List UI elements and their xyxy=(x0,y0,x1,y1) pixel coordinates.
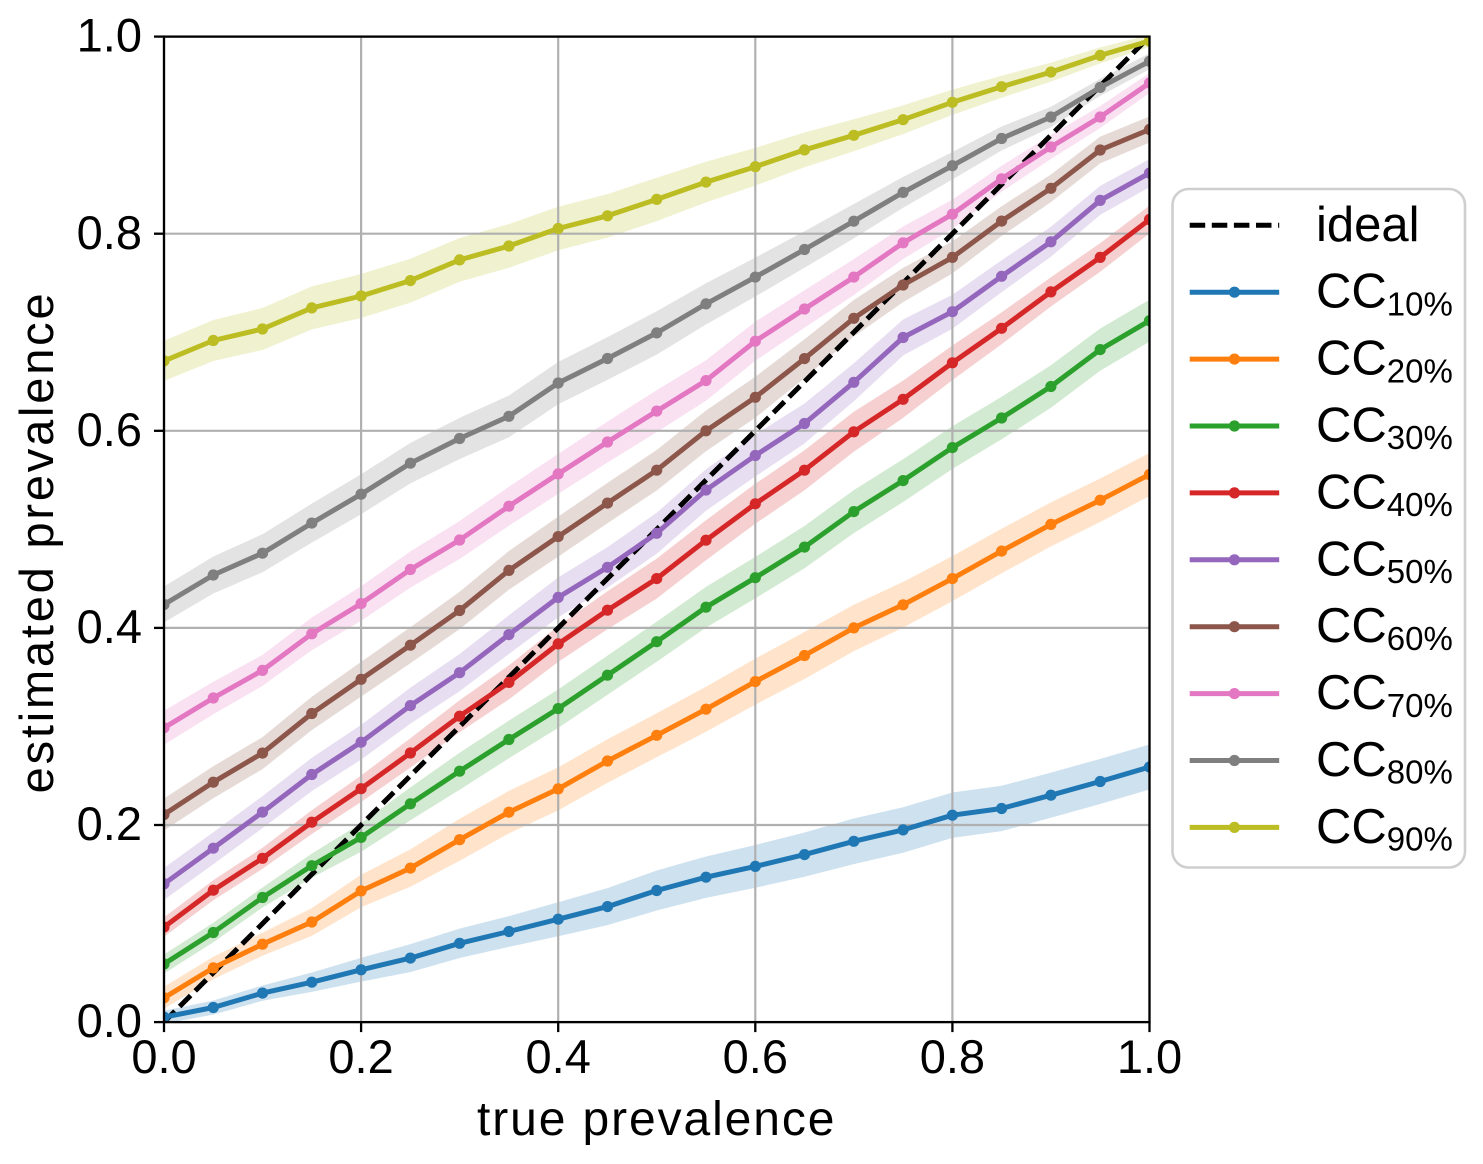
svg-text:0.2: 0.2 xyxy=(77,797,142,850)
svg-text:0.4: 0.4 xyxy=(77,600,142,653)
svg-text:0.8: 0.8 xyxy=(920,1030,985,1083)
svg-text:0.8: 0.8 xyxy=(77,206,142,259)
svg-text:0.6: 0.6 xyxy=(723,1030,788,1083)
svg-text:0.0: 0.0 xyxy=(131,1030,196,1083)
svg-text:CC10%: CC10% xyxy=(1316,265,1453,323)
svg-text:0.4: 0.4 xyxy=(526,1030,591,1083)
svg-text:1.0: 1.0 xyxy=(77,9,142,62)
svg-text:estimated prevalence: estimated prevalence xyxy=(10,291,63,794)
svg-text:0.2: 0.2 xyxy=(328,1030,393,1083)
svg-text:ideal: ideal xyxy=(1316,198,1420,252)
svg-text:1.0: 1.0 xyxy=(1117,1030,1182,1083)
svg-text:CC70%: CC70% xyxy=(1316,666,1453,724)
svg-text:0.0: 0.0 xyxy=(77,994,142,1047)
svg-text:true prevalence: true prevalence xyxy=(477,1093,836,1146)
svg-text:0.6: 0.6 xyxy=(77,403,142,456)
